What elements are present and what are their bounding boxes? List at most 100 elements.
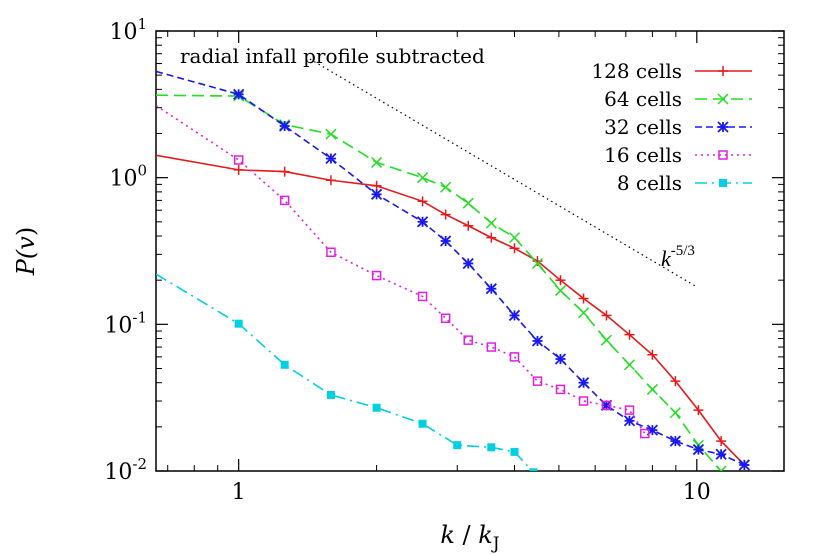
reference-slope xyxy=(305,55,698,288)
axis-ticks: 1 10 10-2 10-1 100 101 xyxy=(104,15,784,505)
point-128-cells-2 xyxy=(279,166,290,177)
point-32-cells-1 xyxy=(233,88,245,100)
reference-slope-line xyxy=(305,55,698,288)
legend-marker-128-cells xyxy=(718,66,728,76)
plot-frame xyxy=(155,30,785,472)
point-128-cells-7 xyxy=(463,220,474,231)
point-64-cells-8 xyxy=(485,217,497,229)
series-layer xyxy=(156,70,750,471)
point-64-cells-9 xyxy=(508,232,521,244)
y-tick-label-0: 10-2 xyxy=(104,455,147,485)
point-16-cells-14 xyxy=(624,405,635,415)
point-64-cells-14 xyxy=(623,359,636,371)
point-16-cells-7 xyxy=(463,335,473,345)
legend-label-128-cells: 128 cells xyxy=(591,59,682,83)
series-8-cells xyxy=(156,273,538,471)
point-128-cells-16 xyxy=(670,376,681,387)
point-32-cells-4 xyxy=(370,188,383,200)
point-128-cells-4 xyxy=(371,180,382,191)
point-128-cells-18 xyxy=(716,436,727,447)
legend-item-32-cells: 32 cells xyxy=(604,115,752,139)
point-128-cells-15 xyxy=(647,349,658,360)
point-16-cells-6 xyxy=(440,313,451,324)
legend-label-8-cells: 8 cells xyxy=(617,171,682,195)
point-128-cells-13 xyxy=(601,310,612,321)
series-16-cells xyxy=(156,104,650,439)
y-tick-label-2: 100 xyxy=(109,162,147,192)
y-axis-label: P(v) xyxy=(12,227,40,276)
point-64-cells-18 xyxy=(715,465,727,471)
point-64-cells-4 xyxy=(371,156,383,168)
x-axis-label: k / kJ xyxy=(440,521,499,554)
point-64-cells-13 xyxy=(600,334,612,346)
point-64-cells-16 xyxy=(669,407,681,419)
point-32-cells-12 xyxy=(577,377,590,389)
point-32-cells-5 xyxy=(416,216,429,228)
legend: 128 cells 64 cells 32 cells 16 cells 8 cells xyxy=(591,59,752,195)
point-16-cells-1 xyxy=(233,155,244,165)
point-32-cells-2 xyxy=(279,120,291,132)
point-16-cells-13 xyxy=(601,400,612,411)
point-64-cells-6 xyxy=(440,181,452,193)
legend-label-16-cells: 16 cells xyxy=(604,143,682,167)
point-64-cells-10 xyxy=(531,257,544,270)
reference-slope-label: k-5/3 xyxy=(661,243,695,271)
chart-annotation: radial infall profile subtracted xyxy=(180,44,485,68)
point-128-cells-11 xyxy=(555,275,566,286)
y-tick-label-1: 10-1 xyxy=(104,308,147,338)
legend-marker-16-cells xyxy=(718,150,728,160)
point-64-cells-7 xyxy=(462,197,474,209)
x-tick-label-1: 10 xyxy=(683,480,711,505)
legend-item-128-cells: 128 cells xyxy=(591,59,752,83)
point-16-cells-8 xyxy=(486,342,497,352)
point-64-cells-12 xyxy=(578,307,590,319)
point-32-cells-10 xyxy=(531,335,544,347)
point-32-cells-8 xyxy=(485,283,497,295)
series-line-8-cells xyxy=(156,273,534,471)
point-128-cells-3 xyxy=(325,175,336,186)
legend-item-64-cells: 64 cells xyxy=(604,87,752,111)
legend-item-8-cells: 8 cells xyxy=(617,171,752,195)
point-64-cells-3 xyxy=(325,128,337,140)
point-32-cells-3 xyxy=(325,152,337,165)
point-128-cells-14 xyxy=(624,329,635,340)
point-32-cells-7 xyxy=(462,257,474,270)
point-8-cells-7 xyxy=(487,443,496,452)
point-16-cells-9 xyxy=(509,352,520,362)
point-8-cells-8 xyxy=(510,447,519,456)
point-32-cells-14 xyxy=(623,415,636,427)
point-8-cells-5 xyxy=(418,419,427,428)
point-64-cells-15 xyxy=(646,383,658,395)
point-32-cells-11 xyxy=(554,353,567,365)
legend-marker-64-cells xyxy=(717,93,729,105)
point-32-cells-18 xyxy=(715,448,727,460)
point-128-cells-17 xyxy=(693,405,704,416)
point-32-cells-16 xyxy=(669,435,682,447)
legend-item-16-cells: 16 cells xyxy=(604,143,752,167)
point-128-cells-9 xyxy=(509,243,520,254)
point-8-cells-6 xyxy=(453,441,462,450)
legend-label-32-cells: 32 cells xyxy=(604,115,682,139)
x-tick-label-0: 1 xyxy=(232,480,246,505)
point-128-cells-5 xyxy=(417,196,428,207)
point-64-cells-11 xyxy=(554,285,567,297)
point-64-cells-5 xyxy=(417,172,429,184)
series-line-32-cells xyxy=(156,70,745,466)
series-clip-group xyxy=(156,70,750,471)
point-8-cells-1 xyxy=(234,319,243,328)
point-8-cells-9 xyxy=(529,468,538,471)
series-32-cells xyxy=(156,70,750,471)
legend-marker-32-cells xyxy=(717,121,729,133)
point-8-cells-4 xyxy=(372,403,381,412)
point-8-cells-2 xyxy=(280,360,289,369)
series-64-cells xyxy=(156,90,727,471)
y-tick-label-3: 101 xyxy=(109,15,147,45)
point-16-cells-15 xyxy=(640,428,650,439)
point-16-cells-2 xyxy=(279,195,290,206)
point-128-cells-1 xyxy=(233,164,244,175)
point-16-cells-10 xyxy=(532,376,543,386)
point-32-cells-9 xyxy=(508,309,521,322)
series-line-128-cells xyxy=(156,154,745,466)
point-16-cells-5 xyxy=(417,291,428,302)
